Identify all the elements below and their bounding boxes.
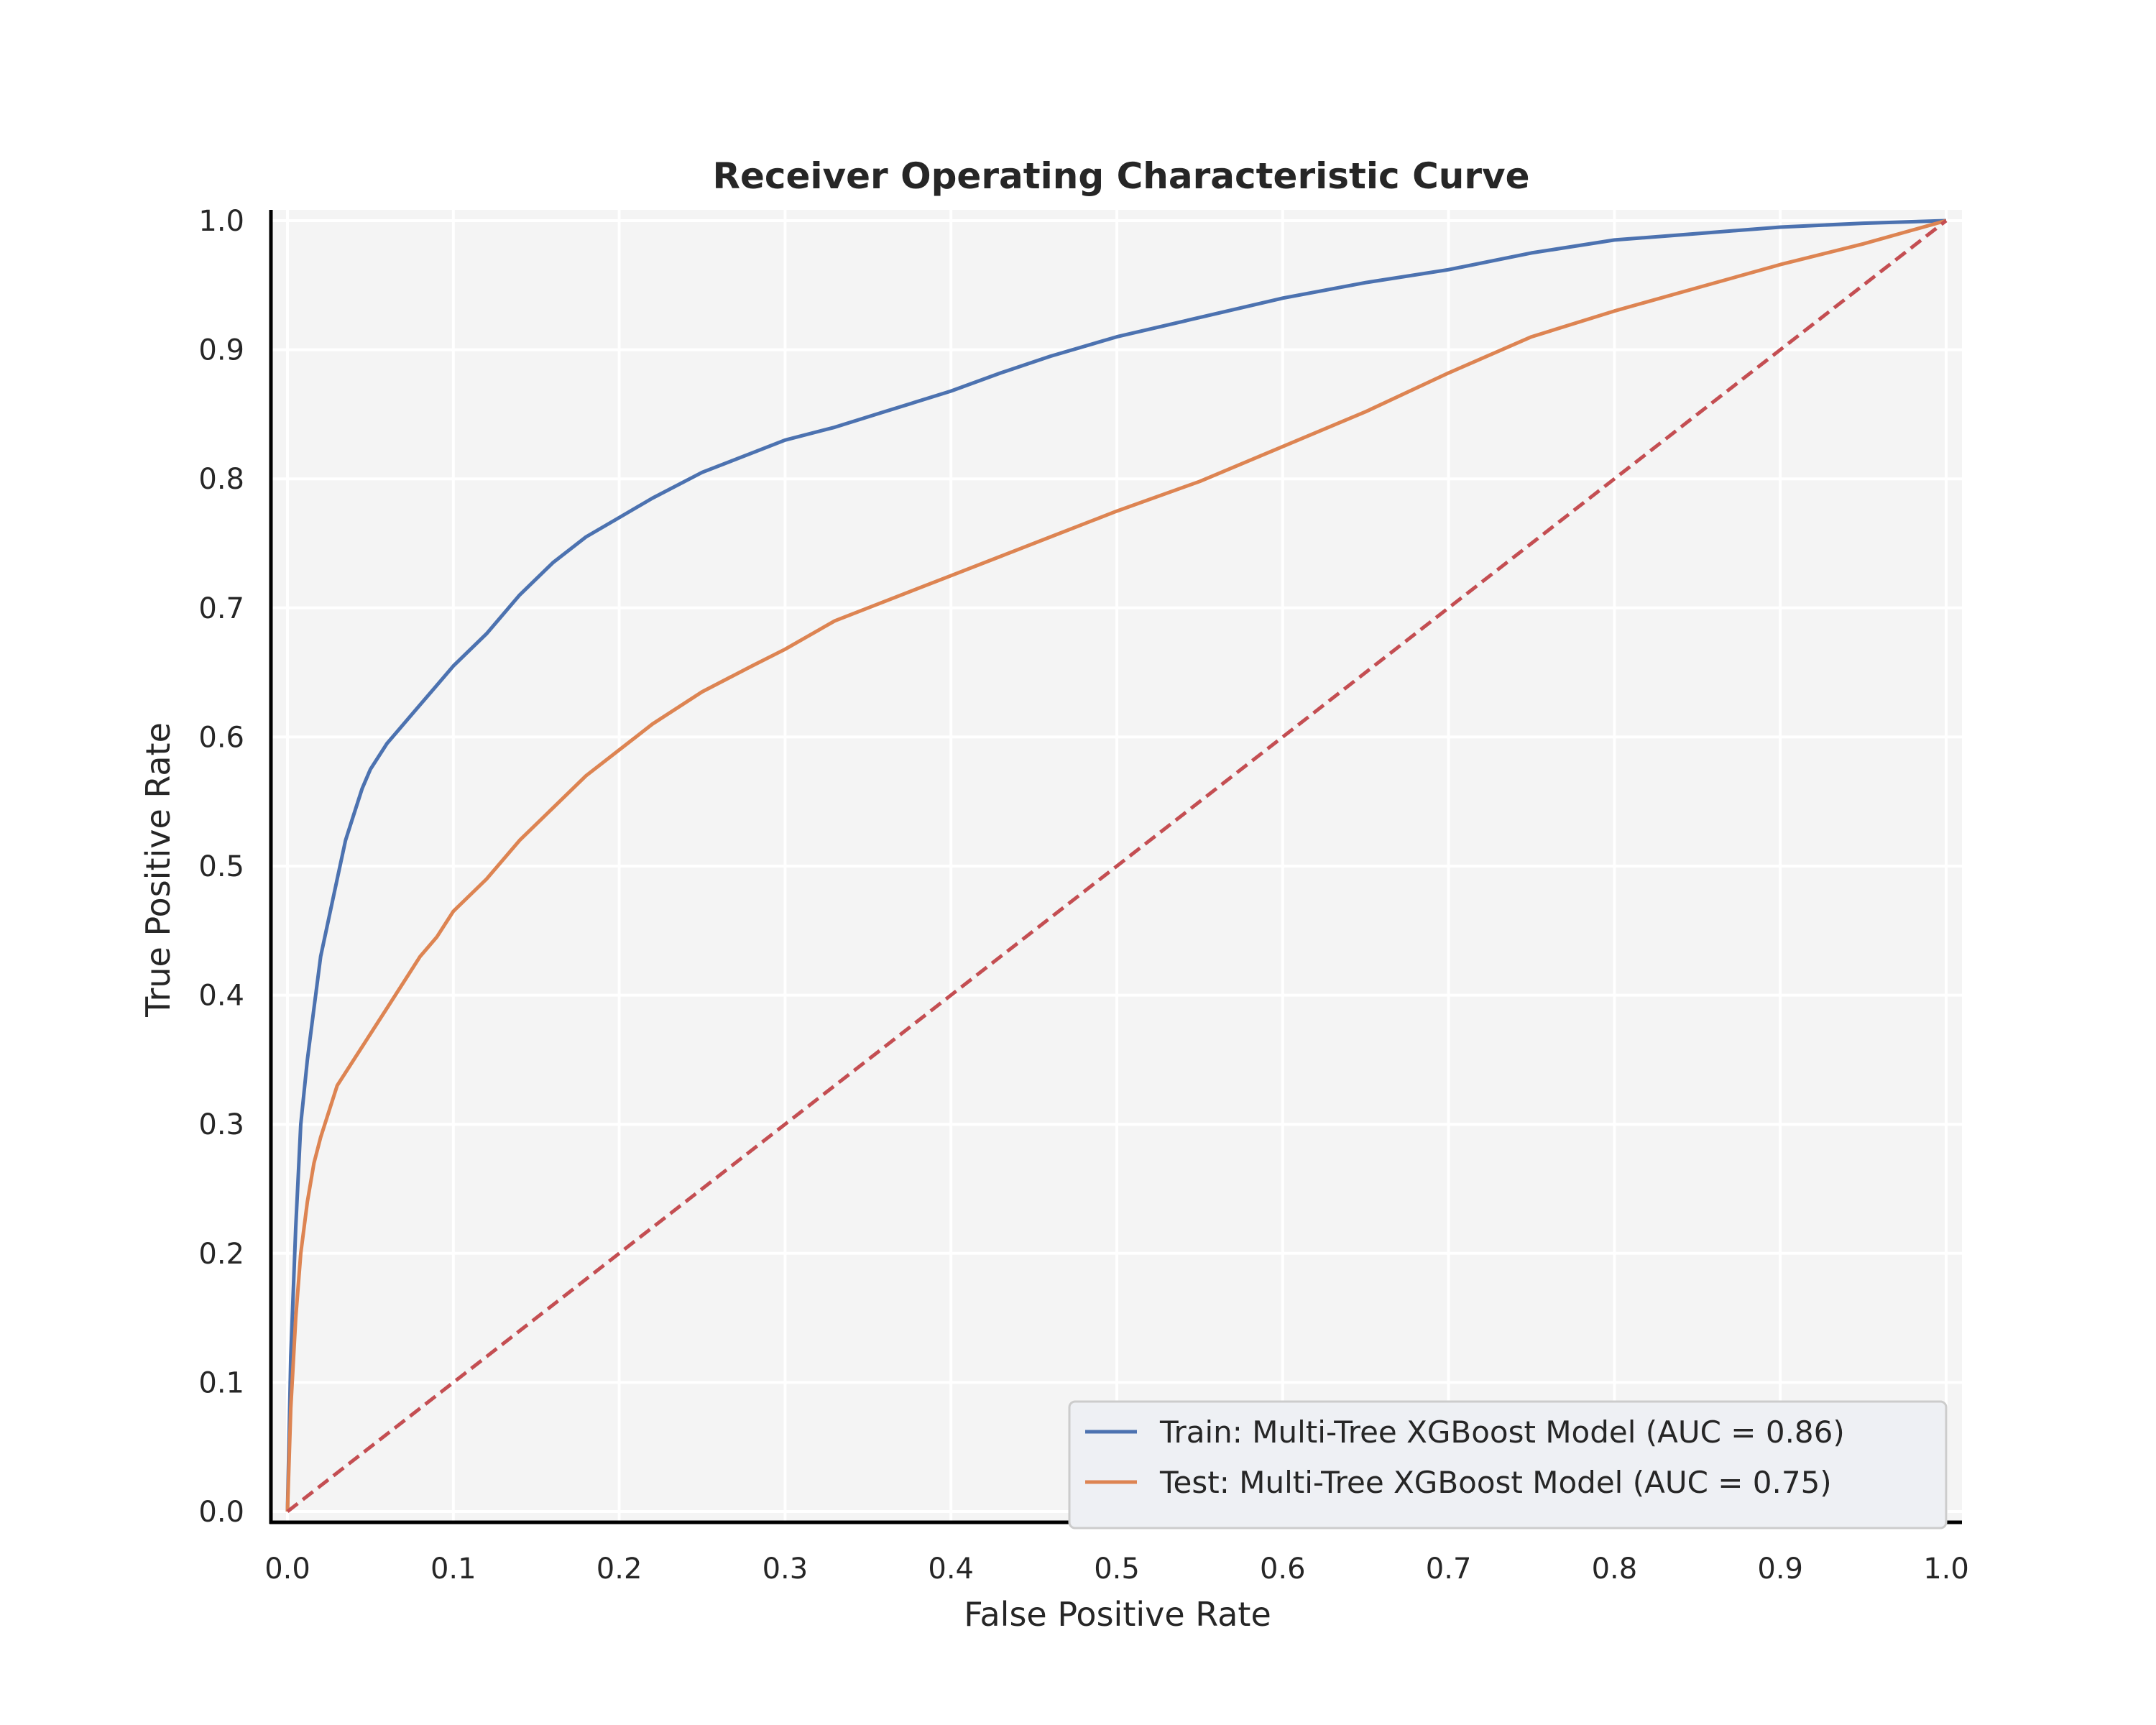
x-tick-label: 0.8 <box>1592 1552 1638 1586</box>
legend-label: Train: Multi-Tree XGBoost Model (AUC = 0… <box>1159 1414 1845 1450</box>
y-tick-label: 0.6 <box>198 721 244 754</box>
y-tick-label: 0.1 <box>198 1366 244 1399</box>
y-tick-label: 0.4 <box>198 980 244 1013</box>
x-tick-label: 0.6 <box>1260 1552 1306 1586</box>
chance-diagonal-line <box>286 219 1948 1513</box>
legend-box <box>1068 1400 1948 1530</box>
legend-label: Test: Multi-Tree XGBoost Model (AUC = 0.… <box>1159 1465 1832 1500</box>
x-tick-label: 0.2 <box>596 1552 642 1586</box>
roc-line-test <box>285 218 1947 1512</box>
x-tick-label: 0.3 <box>763 1552 808 1586</box>
chart-title: Receiver Operating Characteristic Curve <box>712 155 1529 197</box>
y-tick-label: 0.5 <box>198 850 244 883</box>
x-tick-label: 0.0 <box>264 1552 310 1586</box>
x-tick-label: 0.9 <box>1757 1552 1803 1586</box>
x-tick-label: 0.1 <box>430 1552 476 1586</box>
roc-line-train <box>285 218 1947 1512</box>
y-tick-label: 0.8 <box>198 463 244 496</box>
x-axis-label: False Positive Rate <box>964 1595 1271 1634</box>
legend: Train: Multi-Tree XGBoost Model (AUC = 0… <box>1068 1400 1948 1530</box>
x-tick-label: 0.5 <box>1094 1552 1140 1586</box>
y-tick-label: 0.3 <box>198 1108 244 1141</box>
y-axis-label: True Positive Rate <box>139 722 178 1018</box>
y-tick-label: 0.9 <box>198 334 244 367</box>
plot-area: 0.0 0.1 0.2 0.3 0.4 0.5 0.6 0.7 0.8 0.9 1.0 0.0 0.1 0… <box>198 205 1968 1586</box>
y-tick-label: 0.7 <box>198 592 244 625</box>
x-tick-label: 0.4 <box>928 1552 974 1586</box>
x-tick-label: 1.0 <box>1923 1552 1969 1586</box>
y-tick-label: 0.2 <box>198 1238 244 1271</box>
x-tick-label: 0.7 <box>1426 1552 1472 1586</box>
y-tick-label: 0.0 <box>198 1496 244 1529</box>
y-tick-label: 1.0 <box>198 205 244 238</box>
